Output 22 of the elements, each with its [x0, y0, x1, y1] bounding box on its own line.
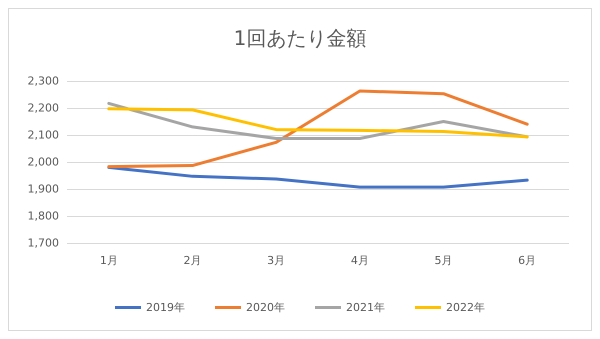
y-tick-label: 1,700 — [28, 236, 59, 250]
legend-label: 2020年 — [246, 301, 286, 314]
x-tick-label: 2月 — [184, 254, 202, 267]
y-tick-label: 2,100 — [28, 128, 59, 142]
y-tick-label: 2,000 — [28, 156, 59, 168]
chart-title: 1回あたり金額 — [234, 26, 366, 50]
line-series — [107, 102, 529, 140]
y-tick-label: 2,200 — [28, 102, 59, 114]
legend-label: 2021年 — [346, 301, 385, 314]
line-series — [107, 166, 529, 189]
y-tick-label: 1,900 — [28, 182, 59, 196]
x-tick-label: 1月 — [100, 254, 118, 267]
legend-label: 2022年 — [446, 301, 485, 314]
x-tick-label: 5月 — [434, 254, 452, 267]
legend-label: 2019年 — [146, 301, 186, 314]
x-tick-label: 3月 — [267, 254, 286, 267]
x-tick-label: 4月 — [350, 254, 369, 267]
y-tick-label: 2,300 — [28, 74, 59, 88]
line-series — [107, 89, 529, 168]
x-tick-label: 6月 — [518, 254, 536, 267]
y-tick-label: 1,800 — [28, 210, 59, 222]
line-series — [107, 107, 529, 138]
